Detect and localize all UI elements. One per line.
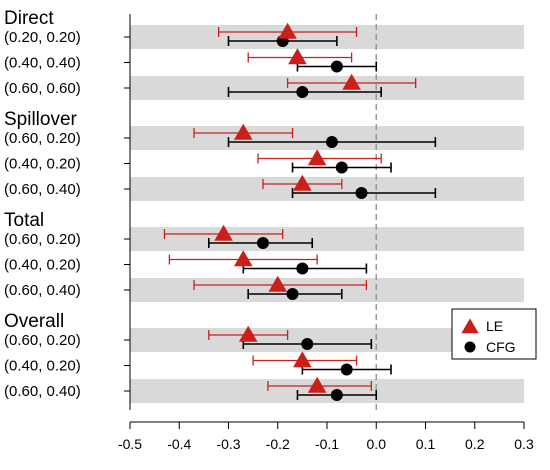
cfg-point xyxy=(286,288,299,300)
cfg-point xyxy=(301,338,314,350)
row-label: (0.60, 0.40) xyxy=(4,181,81,198)
legend-le-label: LE xyxy=(486,318,503,334)
row-label: (0.40, 0.20) xyxy=(4,358,81,375)
row-label: (0.60, 0.40) xyxy=(4,383,81,400)
legend: LE CFG xyxy=(451,308,537,360)
row-label: (0.60, 0.20) xyxy=(4,130,81,147)
le-point xyxy=(293,174,312,191)
data-marks xyxy=(163,22,437,401)
row-band xyxy=(130,227,524,251)
row-band xyxy=(130,126,524,150)
x-tick-label: 0.3 xyxy=(514,436,534,452)
x-tick-label: -0.4 xyxy=(167,436,191,452)
le-point xyxy=(342,73,361,90)
x-tick-label: -0.3 xyxy=(216,436,240,452)
legend-cfg-marker xyxy=(464,341,476,353)
group-title-spillover: Spillover xyxy=(4,109,78,130)
row-label: (0.60, 0.20) xyxy=(4,231,81,248)
group-title-total: Total xyxy=(4,210,44,231)
row-band xyxy=(130,278,524,302)
row-band xyxy=(130,25,524,49)
row-label: (0.20, 0.20) xyxy=(4,29,81,46)
le-point xyxy=(233,123,253,140)
group-title-overall: Overall xyxy=(4,311,64,332)
row-label: (0.40, 0.40) xyxy=(4,55,81,72)
legend-le-marker xyxy=(461,318,479,334)
le-point xyxy=(293,351,312,368)
le-point xyxy=(238,325,258,342)
row-band xyxy=(130,177,524,201)
cfg-point xyxy=(340,363,353,376)
row-label: (0.40, 0.20) xyxy=(4,156,81,173)
row-bands xyxy=(130,25,524,403)
le-point xyxy=(288,48,307,65)
cfg-point xyxy=(296,86,309,98)
row-label: (0.60, 0.40) xyxy=(4,282,81,299)
cfg-point xyxy=(335,161,348,174)
le-point xyxy=(233,250,253,267)
row-label: (0.40, 0.20) xyxy=(4,257,81,274)
row-label: (0.60, 0.60) xyxy=(4,80,81,97)
cfg-point xyxy=(330,60,343,73)
cfg-point xyxy=(325,136,338,148)
row-band xyxy=(130,76,524,100)
x-tick-label: 0.0 xyxy=(367,436,387,452)
group-titles: Direct Spillover Total Overall xyxy=(4,8,78,332)
group-title-direct: Direct xyxy=(4,8,54,29)
cfg-point xyxy=(256,237,269,249)
x-axis: -0.5 -0.4 -0.3 -0.2 -0.1 0.0 0.1 0.2 0.3 xyxy=(118,421,534,452)
row-labels: (0.20, 0.20) (0.40, 0.40) (0.60, 0.60) (0.6… xyxy=(4,14,131,410)
le-point xyxy=(214,224,233,241)
le-point xyxy=(268,275,288,292)
cfg-point xyxy=(296,262,309,275)
x-tick-label: 0.1 xyxy=(416,436,436,452)
cfg-point xyxy=(330,389,343,401)
row-label: (0.60, 0.20) xyxy=(4,332,81,349)
x-tick-label: -0.2 xyxy=(266,436,290,452)
x-tick-label: 0.2 xyxy=(465,436,485,452)
row-band xyxy=(130,379,524,403)
legend-cfg-label: CFG xyxy=(486,339,516,355)
le-point xyxy=(307,149,327,166)
x-tick-label: -0.1 xyxy=(315,436,339,452)
x-tick-label: -0.5 xyxy=(118,436,142,452)
le-point xyxy=(278,22,297,39)
cfg-point xyxy=(355,187,368,199)
le-point xyxy=(307,376,327,393)
